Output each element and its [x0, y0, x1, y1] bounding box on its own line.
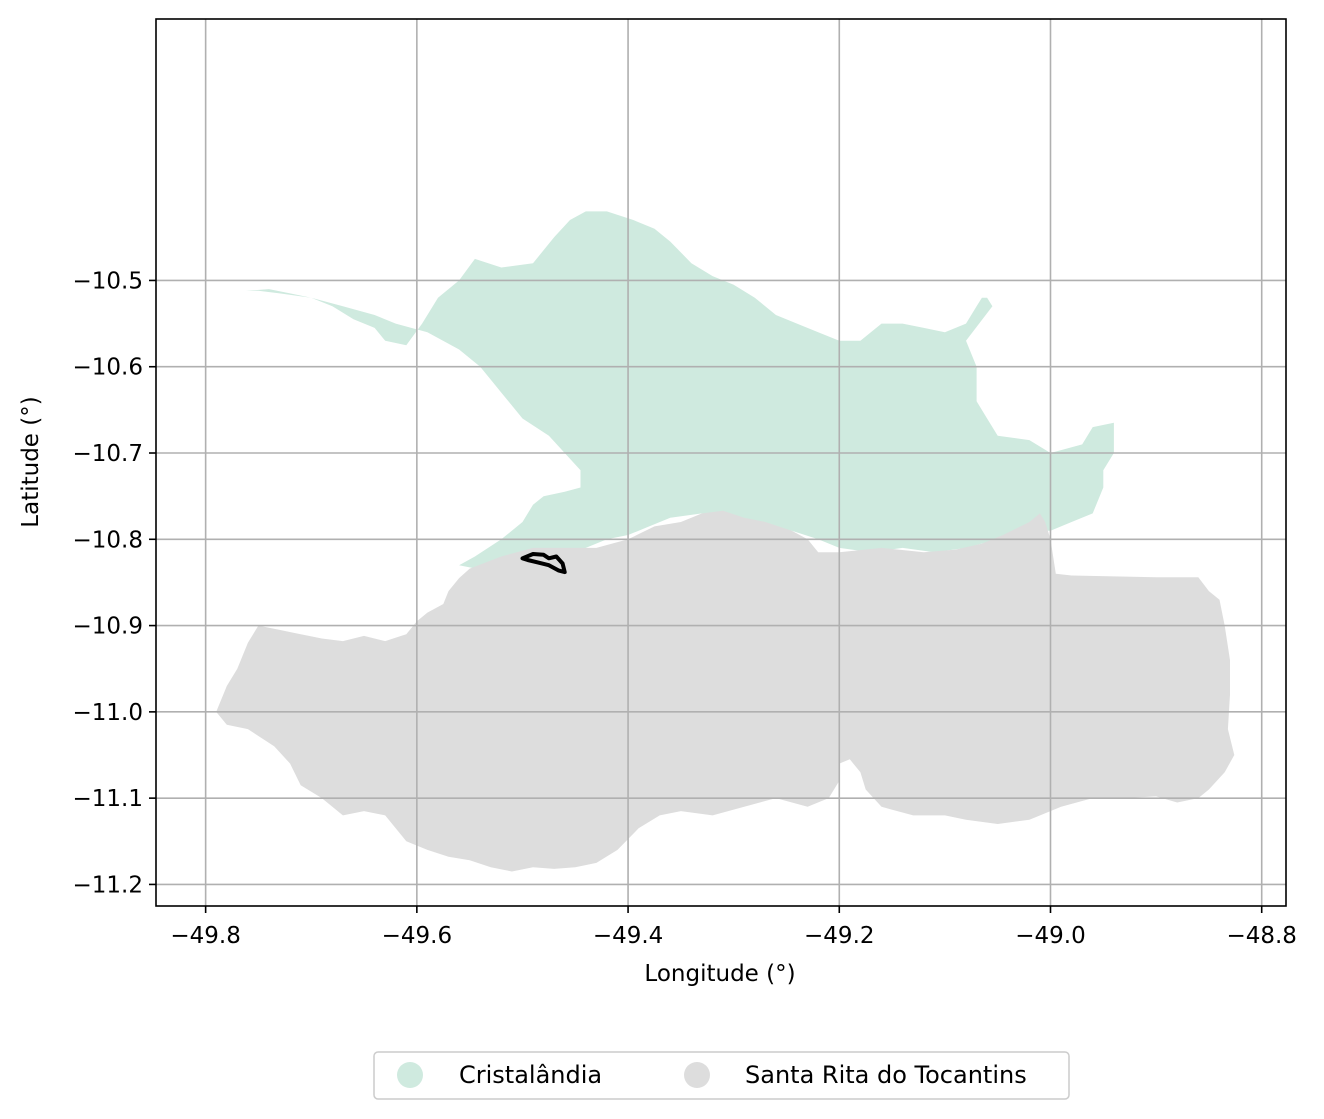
y-tick-label: −10.7: [73, 441, 143, 467]
legend-label-cristalandia: Cristalândia: [459, 1061, 602, 1089]
legend-swatch-santa-rita: [684, 1062, 710, 1088]
region-santa-rita-do-tocantins: [216, 510, 1235, 872]
study-area-outline: [520, 552, 567, 575]
y-tick-label: −11.2: [73, 872, 143, 898]
y-tick-label: −10.8: [73, 527, 143, 553]
grid-layer: [156, 19, 1286, 906]
axes-frame: [155, 18, 1287, 907]
x-tick-label: −49.8: [170, 923, 240, 949]
x-axis-label: Longitude (°): [644, 961, 795, 987]
ticks-layer: −49.8 −49.6 −49.4 −49.2 −49.0 −48.8 −10.5 −10.6…: [73, 268, 1297, 949]
y-tick-label: −10.5: [73, 268, 143, 294]
x-tick-label: −49.6: [382, 923, 452, 949]
x-tick-label: −49.4: [593, 923, 663, 949]
legend-label-santa-rita: Santa Rita do Tocantins: [745, 1061, 1027, 1089]
y-tick-label: −10.9: [73, 614, 143, 640]
x-tick-label: −49.0: [1015, 923, 1085, 949]
legend: Cristalândia Santa Rita do Tocantins: [373, 1051, 1070, 1100]
x-tick-label: −48.8: [1226, 923, 1296, 949]
y-axis-label: Latitude (°): [18, 396, 44, 527]
legend-box: [373, 1051, 1070, 1100]
regions-layer: [216, 211, 1235, 872]
x-tick-label: −49.2: [804, 923, 874, 949]
region-cristalandia: [245, 211, 1114, 570]
y-tick-label: −10.6: [73, 355, 143, 381]
study-area-polygon: [520, 552, 567, 575]
legend-swatch-cristalandia: [397, 1062, 423, 1088]
y-tick-label: −11.0: [73, 700, 143, 726]
y-tick-label: −11.1: [73, 786, 143, 812]
